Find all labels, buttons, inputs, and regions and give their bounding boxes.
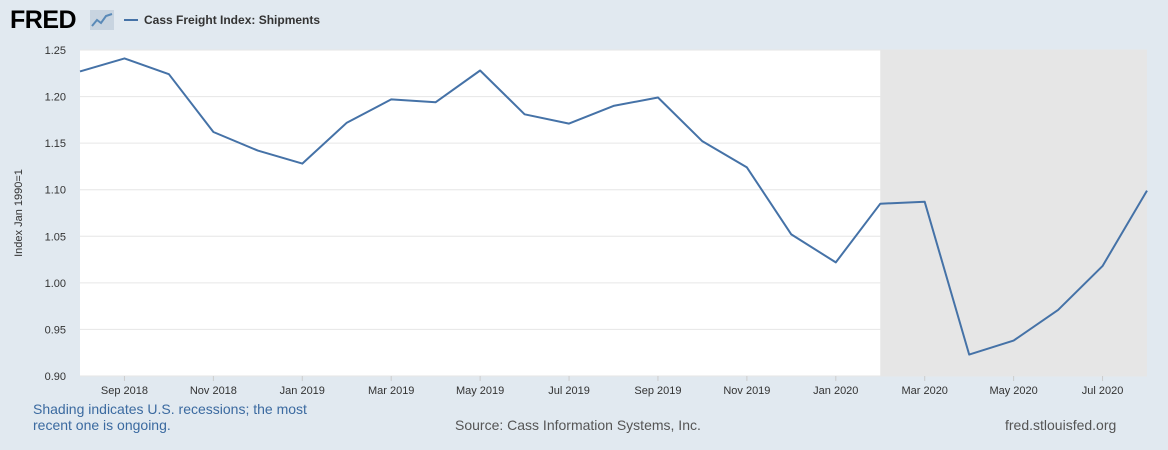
legend[interactable]: Cass Freight Index: Shipments [124,10,320,30]
series-line[interactable] [79,57,1148,356]
grid-lines [80,49,1147,377]
y-tick-label: 1.05 [45,231,66,243]
y-tick-label: 0.95 [45,324,66,336]
recession-shading [880,50,1147,376]
x-tick-label: Jul 2019 [548,385,590,397]
y-axis-label: Index Jan 1990=1 [13,169,25,257]
y-tick-label: 1.20 [45,92,66,104]
fred-logo-graph-icon [90,10,114,30]
x-tick-label: Nov 2018 [190,385,237,397]
y-tick-label: 1.00 [45,278,66,290]
y-tick-label: 1.25 [45,45,66,57]
legend-line-swatch [124,19,138,21]
x-tick-label: Jul 2020 [1082,385,1124,397]
source-text: Source: Cass Information Systems, Inc. [455,417,701,433]
y-axis-ticks: 0.90 0.95 1.00 1.05 1.10 1.15 1.20 1.25 [45,45,66,383]
legend-label: Cass Freight Index: Shipments [144,13,321,27]
x-tick-label: Nov 2019 [723,385,770,397]
x-tick-label: Mar 2020 [901,385,947,397]
line-chart: 0.90 0.95 1.00 1.05 1.10 1.15 1.20 1.25 Sep 201… [13,45,1148,397]
x-tick-label: Sep 2018 [101,385,148,397]
recession-note: Shading indicates U.S. recessions; the m… [33,401,307,433]
y-tick-label: 1.15 [45,138,66,150]
x-tick-label: Mar 2019 [368,385,414,397]
site-link[interactable]: fred.stlouisfed.org [1005,417,1117,433]
y-tick-label: 0.90 [45,371,66,383]
x-tick-label: May 2019 [456,385,504,397]
x-axis-ticks: Sep 2018 Nov 2018 Jan 2019 Mar 2019 May 2019… [101,376,1123,397]
x-tick-label: Jan 2020 [813,385,858,397]
y-tick-label: 1.10 [45,185,66,197]
fred-logo[interactable]: FRED [10,6,77,34]
chart-header: FRED Cass Freight Index: Shipments [0,0,1168,40]
x-tick-label: Jan 2019 [280,385,325,397]
x-tick-label: Sep 2019 [634,385,681,397]
x-tick-label: May 2020 [989,385,1037,397]
